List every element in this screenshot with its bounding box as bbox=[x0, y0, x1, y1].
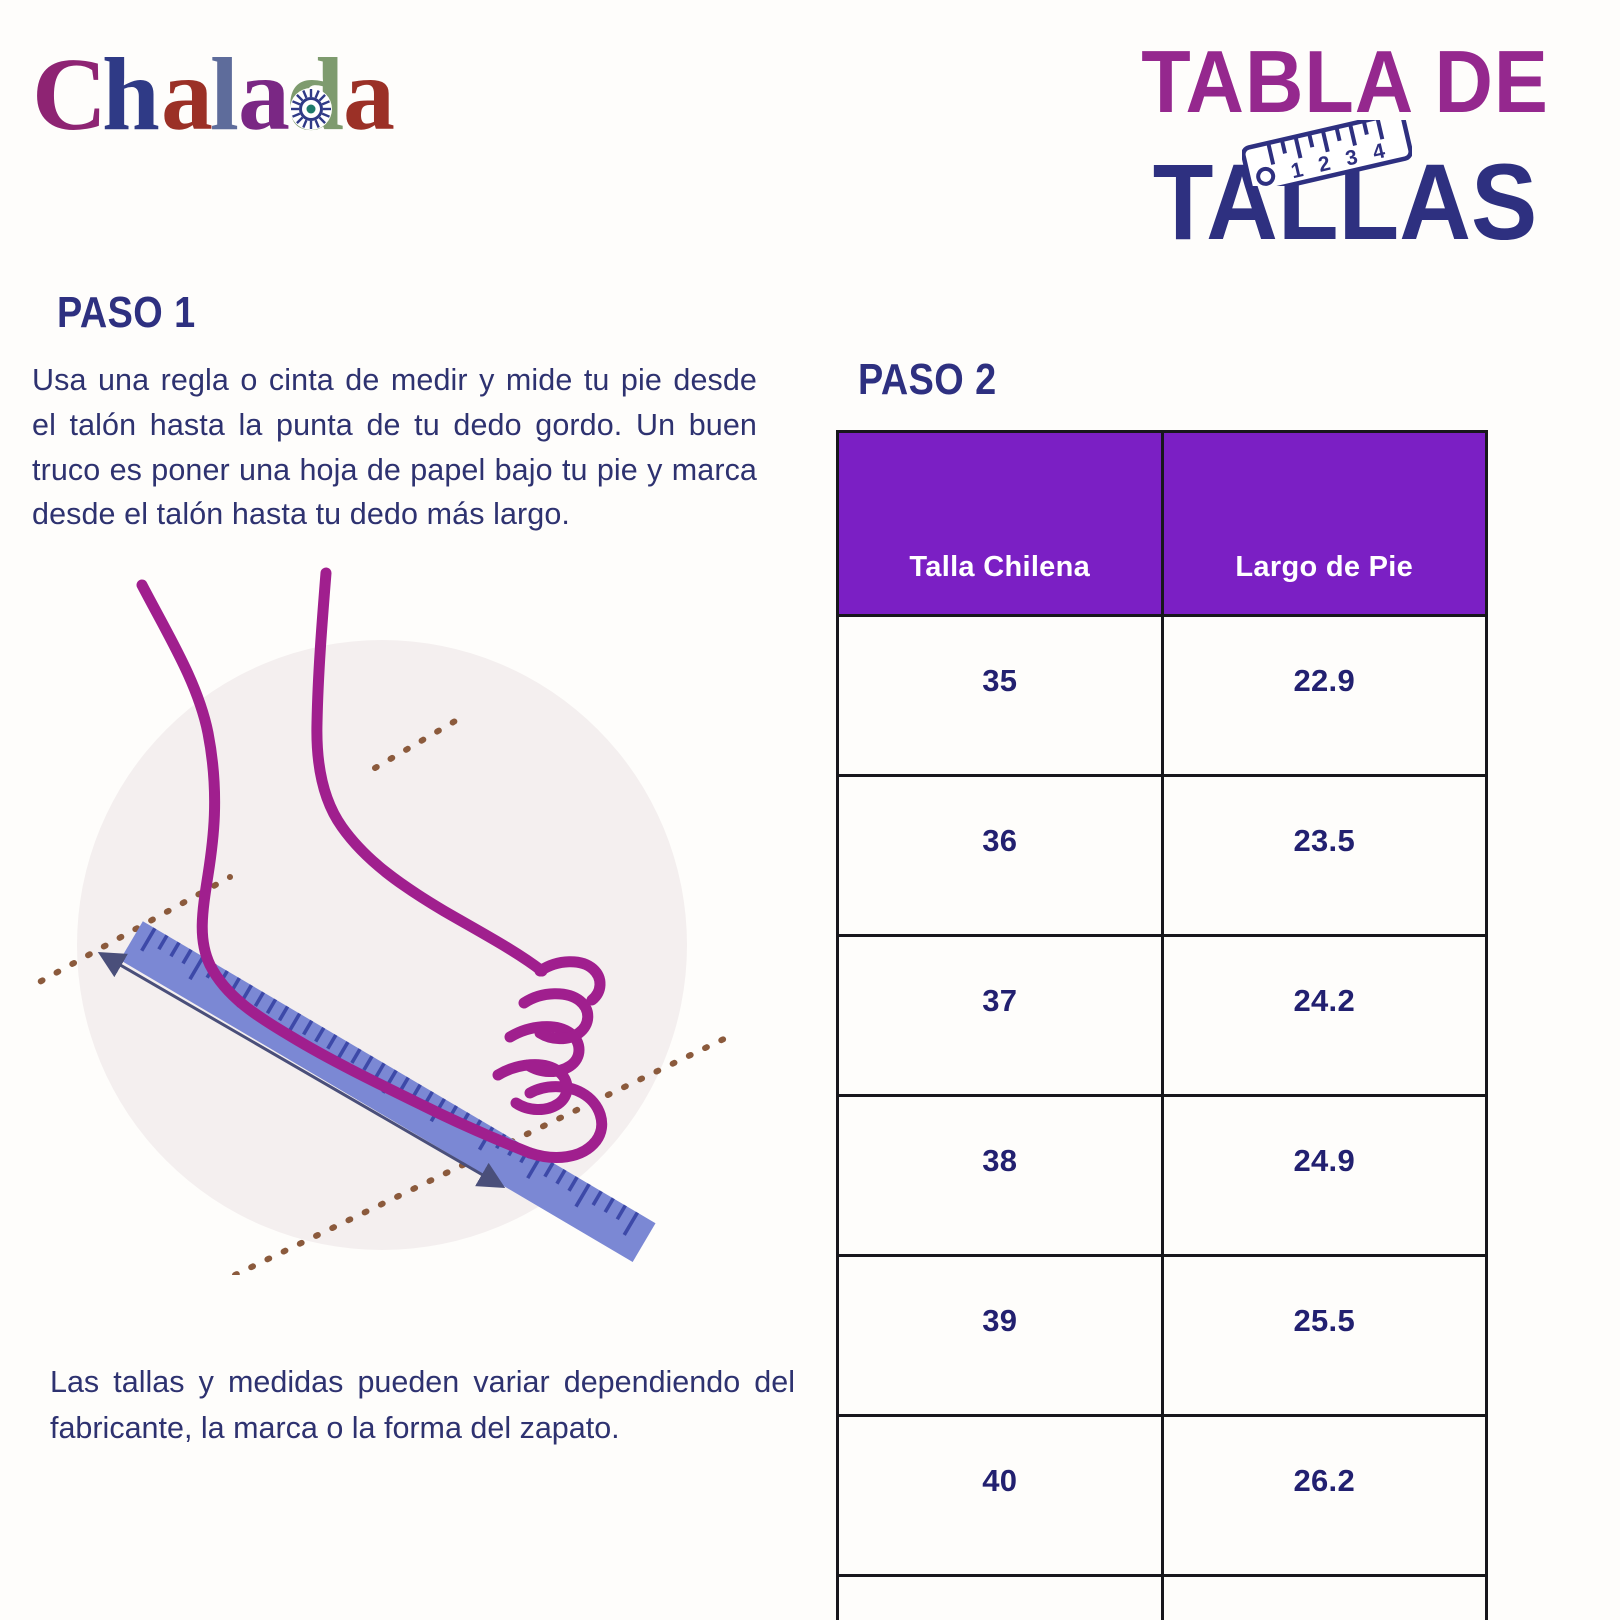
cell-talla-chilena: 36 bbox=[836, 774, 1164, 937]
paso1-heading: PASO 1 bbox=[57, 288, 196, 337]
size-table-head: Talla Chilena Largo de Pie bbox=[836, 430, 1488, 617]
cell-talla-chilena: 39 bbox=[836, 1254, 1164, 1417]
disclaimer-text: Las tallas y medidas pueden variar depen… bbox=[50, 1365, 795, 1445]
foot-top-and-shin bbox=[311, 567, 548, 977]
cell-talla-chilena: 41 bbox=[836, 1574, 1164, 1620]
column-header-talla-chilena: Talla Chilena bbox=[836, 430, 1164, 617]
size-table: Talla Chilena Largo de Pie 35 22.9 36 23.5 3… bbox=[836, 430, 1488, 1620]
toe-3 bbox=[504, 1021, 585, 1077]
cell-talla-chilena: 37 bbox=[836, 934, 1164, 1097]
svg-text:1: 1 bbox=[1289, 158, 1306, 183]
svg-text:C: C bbox=[32, 37, 107, 152]
ruler-icon: 1 2 3 4 bbox=[1242, 120, 1412, 186]
toe-5 bbox=[534, 956, 606, 1006]
heel-guide-line bbox=[22, 874, 233, 993]
svg-text:a: a bbox=[161, 37, 213, 152]
cell-talla-chilena: 38 bbox=[836, 1094, 1164, 1257]
measurement-arrow bbox=[97, 951, 506, 1189]
paso2-heading: PASO 2 bbox=[858, 355, 997, 404]
table-row: 36 23.5 bbox=[836, 774, 1488, 937]
cell-talla-chilena: 40 bbox=[836, 1414, 1164, 1577]
toe-4 bbox=[518, 988, 594, 1045]
svg-text:4: 4 bbox=[1371, 139, 1388, 164]
foot-diagram-svg bbox=[22, 567, 733, 1278]
foot-measuring-diagram bbox=[22, 555, 733, 1278]
big-toe bbox=[524, 1081, 608, 1163]
foot-back-and-sole bbox=[136, 579, 536, 1159]
title-block: TABLA DE TALLAS 1 2 3 bbox=[1095, 20, 1615, 290]
cell-largo-de-pie: 25.5 bbox=[1160, 1254, 1488, 1417]
svg-text:h: h bbox=[102, 37, 160, 152]
svg-text:3: 3 bbox=[1343, 146, 1360, 171]
table-row: 4126.9 bbox=[836, 1574, 1488, 1620]
cell-largo-de-pie: 24.9 bbox=[1160, 1094, 1488, 1257]
cell-largo-de-pie: 23.5 bbox=[1160, 774, 1488, 937]
table-row: 39 25.5 bbox=[836, 1254, 1488, 1417]
cell-largo-de-pie: 26.2 bbox=[1160, 1414, 1488, 1577]
table-row: 35 22.9 bbox=[836, 614, 1488, 777]
foot-outline bbox=[136, 567, 608, 1163]
cell-largo-de-pie: 22.9 bbox=[1160, 614, 1488, 777]
svg-text:a: a bbox=[238, 37, 290, 152]
table-header-row: Talla Chilena Largo de Pie bbox=[836, 430, 1488, 617]
table-row: 40 26.2 bbox=[836, 1414, 1488, 1577]
column-header-largo-de-pie: Largo de Pie bbox=[1160, 430, 1488, 617]
cell-largo-de-pie: 26.9 bbox=[1160, 1574, 1488, 1620]
cell-talla-chilena: 35 bbox=[836, 614, 1164, 777]
title-line-tabla-de: TABLA DE bbox=[1141, 32, 1549, 131]
brand-logo: C h a l a d a bbox=[30, 34, 450, 154]
svg-text:l: l bbox=[210, 37, 239, 152]
svg-text:a: a bbox=[343, 37, 395, 152]
svg-text:2: 2 bbox=[1316, 152, 1333, 177]
table-row: 38 24.9 bbox=[836, 1094, 1488, 1257]
mandala-ornament-icon bbox=[290, 88, 332, 130]
ankle-guide-line bbox=[372, 714, 465, 771]
table-row: 37 24.2 bbox=[836, 934, 1488, 1097]
chalada-logo-icon: C h a l a d a bbox=[32, 37, 395, 152]
size-table-body: 3522.93623.53724.23824.93925.54026.24126… bbox=[836, 614, 1488, 1620]
paso1-body-text: Usa una regla o cinta de medir y mide tu… bbox=[32, 363, 757, 532]
cell-largo-de-pie: 24.2 bbox=[1160, 934, 1488, 1097]
